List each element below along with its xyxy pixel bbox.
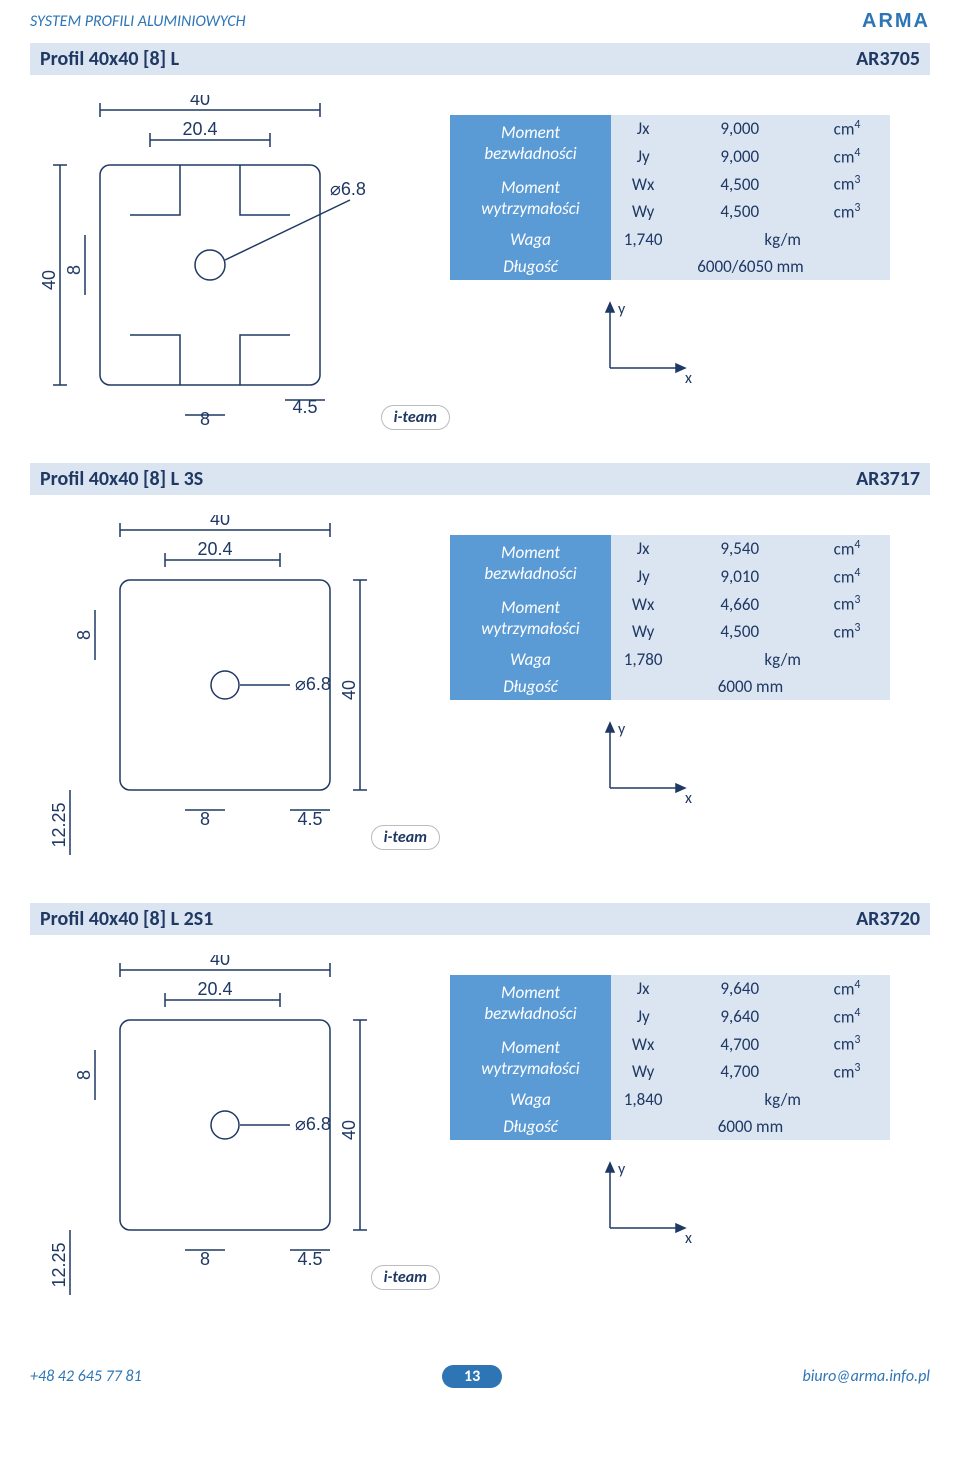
page-header: SYSTEM PROFILI ALUMINIOWYCH ARMA [30,10,930,33]
spec-table: Moment bezwładności Jx9,540cm4 Jy9,010cm… [450,535,890,700]
svg-text:8: 8 [64,265,84,275]
axes-icon: y x [590,298,710,388]
svg-text:12.25: 12.25 [49,1242,69,1287]
profile-data-3: Moment bezwładności Jx9,640cm4 Jy9,640cm… [450,955,930,1253]
spec-table: Moment bezwładności Jx 9,000 cm4 Jy 9,00… [450,115,890,280]
svg-text:⌀6.8: ⌀6.8 [295,674,331,694]
svg-text:⌀6.8: ⌀6.8 [330,179,366,199]
svg-text:20.4: 20.4 [182,119,217,139]
profile-code: AR3720 [856,907,920,931]
svg-text:20.4: 20.4 [197,539,232,559]
svg-text:20.4: 20.4 [197,979,232,999]
label-moment-wyt: Moment wytrzymałości [450,170,611,225]
svg-text:8: 8 [74,630,94,640]
svg-text:8: 8 [74,1070,94,1080]
svg-text:8: 8 [200,409,210,425]
technical-drawing-1: 40 20.4 ⌀6.8 40 8 4.5 [30,95,410,425]
iteam-badge: i-team [381,405,450,430]
axes-icon: y x [590,718,710,808]
profile-body-3: 40 20.4 ⌀6.8 8 40 8 4.5 12.25 i-team [30,935,930,1335]
profile-header-3: Profil 40x40 [8] L 2S1 AR3720 [30,903,930,935]
profile-code: AR3705 [856,47,920,71]
svg-text:12.25: 12.25 [49,802,69,847]
spec-table: Moment bezwładności Jx9,640cm4 Jy9,640cm… [450,975,890,1140]
profile-data-1: Moment bezwładności Jx 9,000 cm4 Jy 9,00… [450,95,930,393]
footer-email: biuro@arma.info.pl [802,1367,930,1386]
profile-body-2: 40 20.4 ⌀6.8 8 40 8 4.5 12.25 [30,495,930,895]
label-moment-bez: Moment bezwładności [450,115,611,170]
system-title: SYSTEM PROFILI ALUMINIOWYCH [30,12,246,31]
svg-text:y: y [618,720,626,739]
footer-phone: +48 42 645 77 81 [30,1367,142,1386]
svg-text:x: x [685,369,692,388]
svg-text:40: 40 [339,1120,359,1140]
label-waga: Waga [450,226,611,253]
profile-data-2: Moment bezwładności Jx9,540cm4 Jy9,010cm… [450,515,930,813]
svg-text:4.5: 4.5 [297,809,322,829]
page-number: 13 [442,1365,502,1388]
profile-title: Profil 40x40 [8] L 3S [40,467,203,491]
svg-text:40: 40 [39,270,59,290]
iteam-badge: i-team [371,825,440,850]
svg-text:8: 8 [200,1249,210,1269]
svg-text:x: x [685,1229,692,1248]
svg-text:40: 40 [210,955,230,969]
svg-text:8: 8 [200,809,210,829]
axes-icon: y x [590,1158,710,1248]
svg-text:40: 40 [190,95,210,109]
technical-drawing-3: 40 20.4 ⌀6.8 8 40 8 4.5 12.25 i-team [30,955,410,1305]
profile-header-2: Profil 40x40 [8] L 3S AR3717 [30,463,930,495]
profile-body-1: 40 20.4 ⌀6.8 40 8 4.5 [30,75,930,455]
profile-title: Profil 40x40 [8] L [40,47,179,71]
svg-text:40: 40 [210,515,230,529]
profile-header-1: Profil 40x40 [8] L AR3705 [30,43,930,75]
technical-drawing-2: 40 20.4 ⌀6.8 8 40 8 4.5 12.25 [30,515,410,865]
page-footer: +48 42 645 77 81 13 biuro@arma.info.pl [30,1365,930,1388]
profile-code: AR3717 [856,467,920,491]
svg-text:40: 40 [339,680,359,700]
svg-text:y: y [618,300,626,319]
label-dlugosc: Długość [450,253,611,280]
iteam-badge: i-team [371,1265,440,1290]
brand-logo: ARMA [862,10,930,33]
svg-text:4.5: 4.5 [297,1249,322,1269]
svg-text:x: x [685,789,692,808]
profile-title: Profil 40x40 [8] L 2S1 [40,907,213,931]
svg-text:y: y [618,1160,626,1179]
svg-text:⌀6.8: ⌀6.8 [295,1114,331,1134]
